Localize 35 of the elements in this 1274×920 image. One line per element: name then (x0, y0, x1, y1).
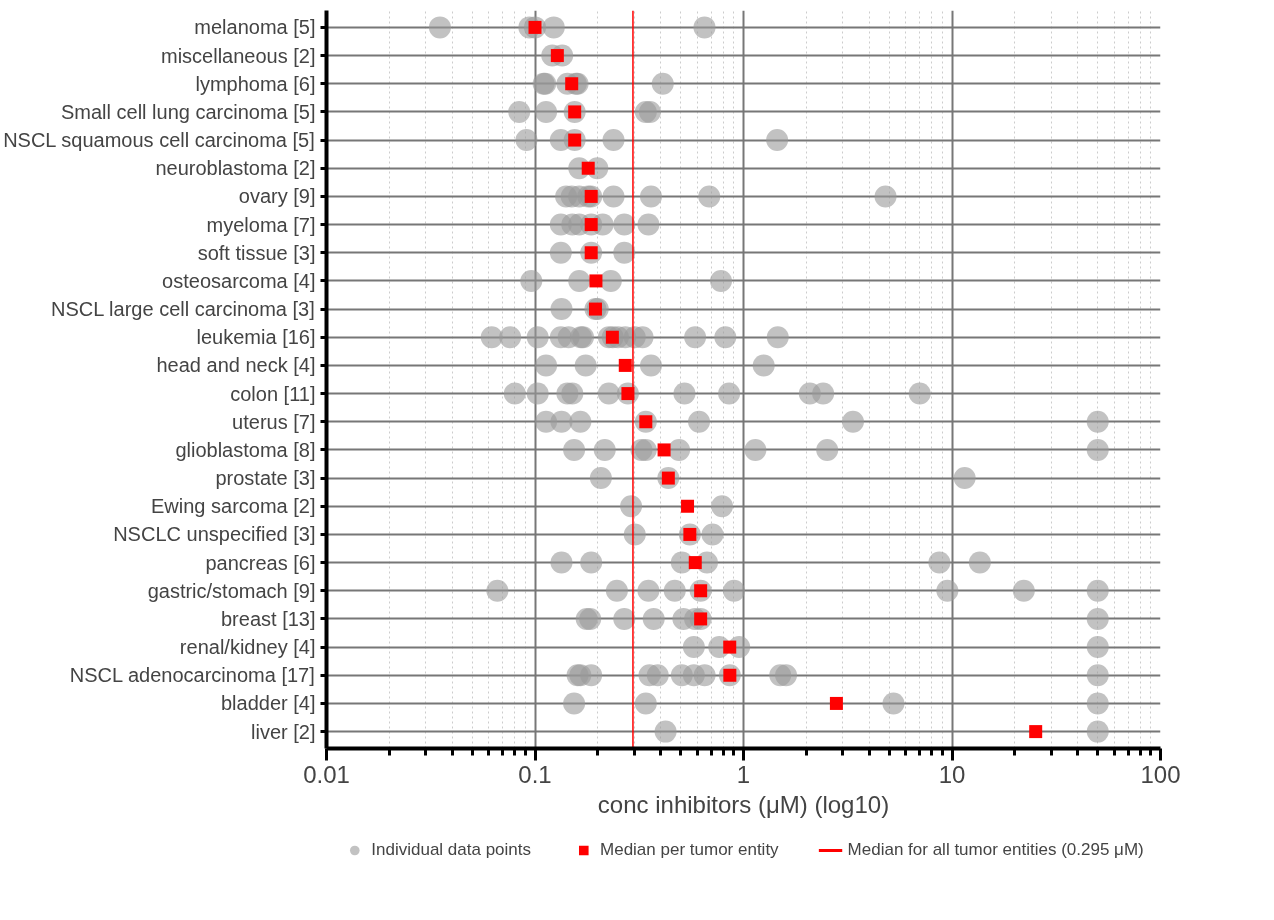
y-tick-label: ovary [9] (238, 185, 316, 208)
y-tick-label: uterus [7] (232, 410, 316, 433)
y-tick-label: soft tissue [3] (197, 241, 316, 264)
y-tick-label: miscellaneous [2] (160, 44, 316, 67)
y-tick-label: prostate [3] (215, 467, 316, 490)
y-tick-label: liver [2] (251, 720, 316, 743)
x-tick-label: 0.1 (518, 760, 552, 788)
y-tick-label: gastric/stomach [9] (147, 579, 316, 602)
legend-label: Median for all tumor entities (0.295 μM) (847, 840, 1144, 860)
y-tick-label: lymphoma [6] (195, 72, 316, 95)
x-axis-title: conc inhibitors (μM) (log10) (597, 790, 890, 818)
y-tick-label: pancreas [6] (205, 551, 316, 574)
y-tick-label: NSCLC unspecified [3] (113, 523, 316, 546)
y-tick-label: leukemia [16] (196, 326, 316, 349)
y-tick-label: melanoma [5] (194, 16, 316, 39)
x-tick-label: 100 (1140, 760, 1181, 788)
y-tick-label: neuroblastoma [2] (155, 157, 316, 180)
y-tick-label: osteosarcoma [4] (162, 269, 316, 292)
x-tick-label: 10 (938, 760, 966, 788)
y-tick-label: glioblastoma [8] (175, 438, 316, 461)
y-tick-label: breast [13] (221, 607, 316, 630)
y-tick-label: head and neck [4] (156, 354, 316, 377)
y-tick-label: Small cell lung carcinoma [5] (60, 100, 316, 123)
y-tick-label: NSCL large cell carcinoma [3] (50, 298, 315, 321)
y-tick-label: renal/kidney [4] (179, 636, 316, 659)
x-tick-label: 0.01 (303, 760, 350, 788)
y-tick-label: NSCL squamous cell carcinoma [5] (3, 129, 315, 152)
y-tick-label: myeloma [7] (206, 213, 316, 236)
y-tick-label: bladder [4] (220, 692, 316, 715)
y-tick-label: colon [11] (230, 382, 316, 405)
y-tick-label: NSCL adenocarcinoma [17] (69, 664, 315, 687)
legend-label: Individual data points (371, 840, 532, 860)
legend-label: Median per tumor entity (600, 840, 779, 860)
x-tick-label: 1 (736, 760, 751, 788)
y-tick-label: Ewing sarcoma [2] (150, 495, 316, 518)
